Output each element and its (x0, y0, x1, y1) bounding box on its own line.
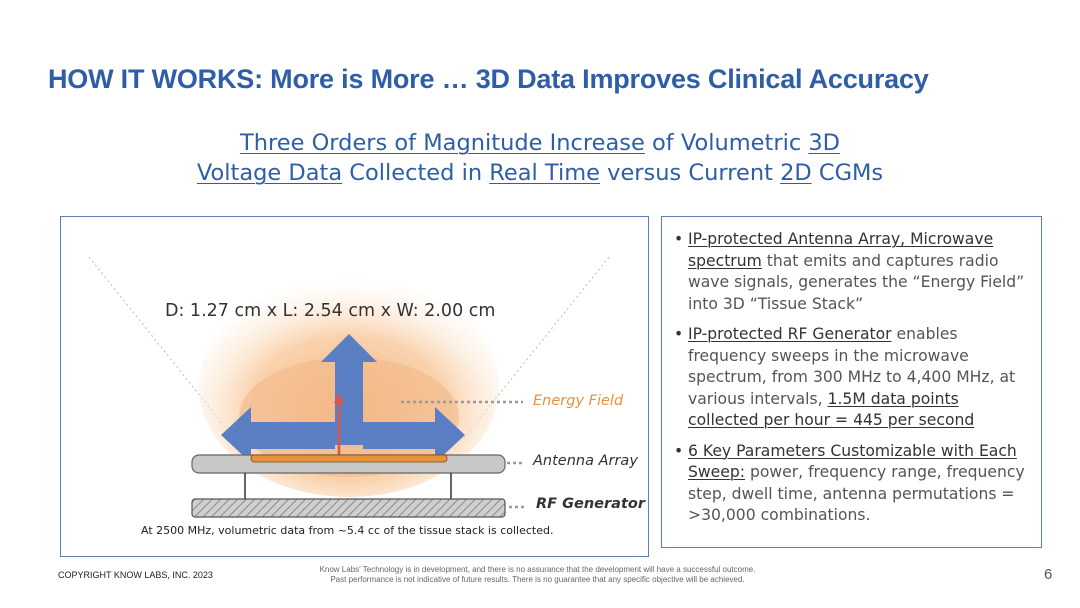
disclaimer-line-2: Past performance is not indicative of fu… (330, 575, 745, 584)
cone-line-right (452, 256, 610, 453)
page-number: 6 (1044, 566, 1053, 583)
cone-line-left (88, 256, 246, 453)
bullet-rf-generator: IP-protected RF Generator enables freque… (672, 324, 1029, 432)
left-arrow (221, 407, 335, 463)
bullet-segment: 6 Key Parameters Customizable with Each … (688, 441, 1017, 482)
antenna-strip (250, 454, 448, 463)
right-arrow (363, 407, 465, 463)
subtitle-segment: Real Time (489, 160, 600, 186)
subtitle-segment: Voltage Data (196, 160, 343, 186)
slide-title: HOW IT WORKS: More is More … 3D Data Imp… (48, 64, 929, 94)
sensor-diagram: D: 1.27 cm x L: 2.54 cm x W: 2.00 cm Ene… (60, 216, 649, 557)
subtitle-segment: CGMs (811, 160, 884, 186)
copyright-notice: COPYRIGHT KNOW LABS, INC. 2023 (58, 570, 213, 580)
subtitle-segment: of Volumetric (644, 130, 809, 156)
red-arrow-head (334, 393, 344, 403)
subtitle-segment: 2D (780, 160, 812, 186)
subtitle-line-2: Voltage Data Collected in Real Time vers… (0, 158, 1080, 188)
bullet-antenna-array: IP-protected Antenna Array, Microwave sp… (672, 229, 1029, 315)
bullet-key-parameters: 6 Key Parameters Customizable with Each … (672, 441, 1029, 527)
rf-generator-label: RF Generator (536, 496, 645, 512)
subtitle-line-1: Three Orders of Magnitude Increase of Vo… (0, 128, 1080, 158)
up-arrow (321, 334, 377, 445)
subtitle-segment: Three Orders of Magnitude Increase (240, 130, 645, 156)
antenna-array-label: Antenna Array (533, 453, 638, 469)
subtitle-segment: 3D (808, 130, 840, 156)
bullet-segment: enables frequency sweeps in the microwav… (688, 325, 1016, 408)
bullet-segment: IP-protected Antenna Array, Microwave sp… (688, 230, 994, 270)
disclaimer: Know Labs' Technology is in development,… (250, 565, 825, 585)
subtitle-segment: Collected in (342, 160, 490, 186)
diagram-caption: At 2500 MHz, volumetric data from ~5.4 c… (141, 524, 554, 537)
rf-generator-body (191, 498, 506, 518)
bullet-segment: 1.5M data points collected per hour = 44… (688, 389, 975, 430)
bullet-segment: that emits and captures radio wave signa… (688, 251, 1025, 313)
energy-field-label: Energy Field (533, 393, 624, 409)
sensor-illustration (88, 256, 610, 518)
bullet-segment: IP-protected RF Generator (688, 325, 892, 343)
subtitle-segment: versus Current (599, 160, 781, 186)
sensor-dimensions: D: 1.27 cm x L: 2.54 cm x W: 2.00 cm (165, 301, 496, 321)
disclaimer-line-1: Know Labs' Technology is in development,… (319, 565, 756, 574)
feature-list: IP-protected Antenna Array, Microwave sp… (661, 216, 1042, 548)
slide-subtitle: Three Orders of Magnitude Increase of Vo… (0, 128, 1080, 188)
bullet-segment: power, frequency range, frequency step, … (688, 463, 1025, 524)
